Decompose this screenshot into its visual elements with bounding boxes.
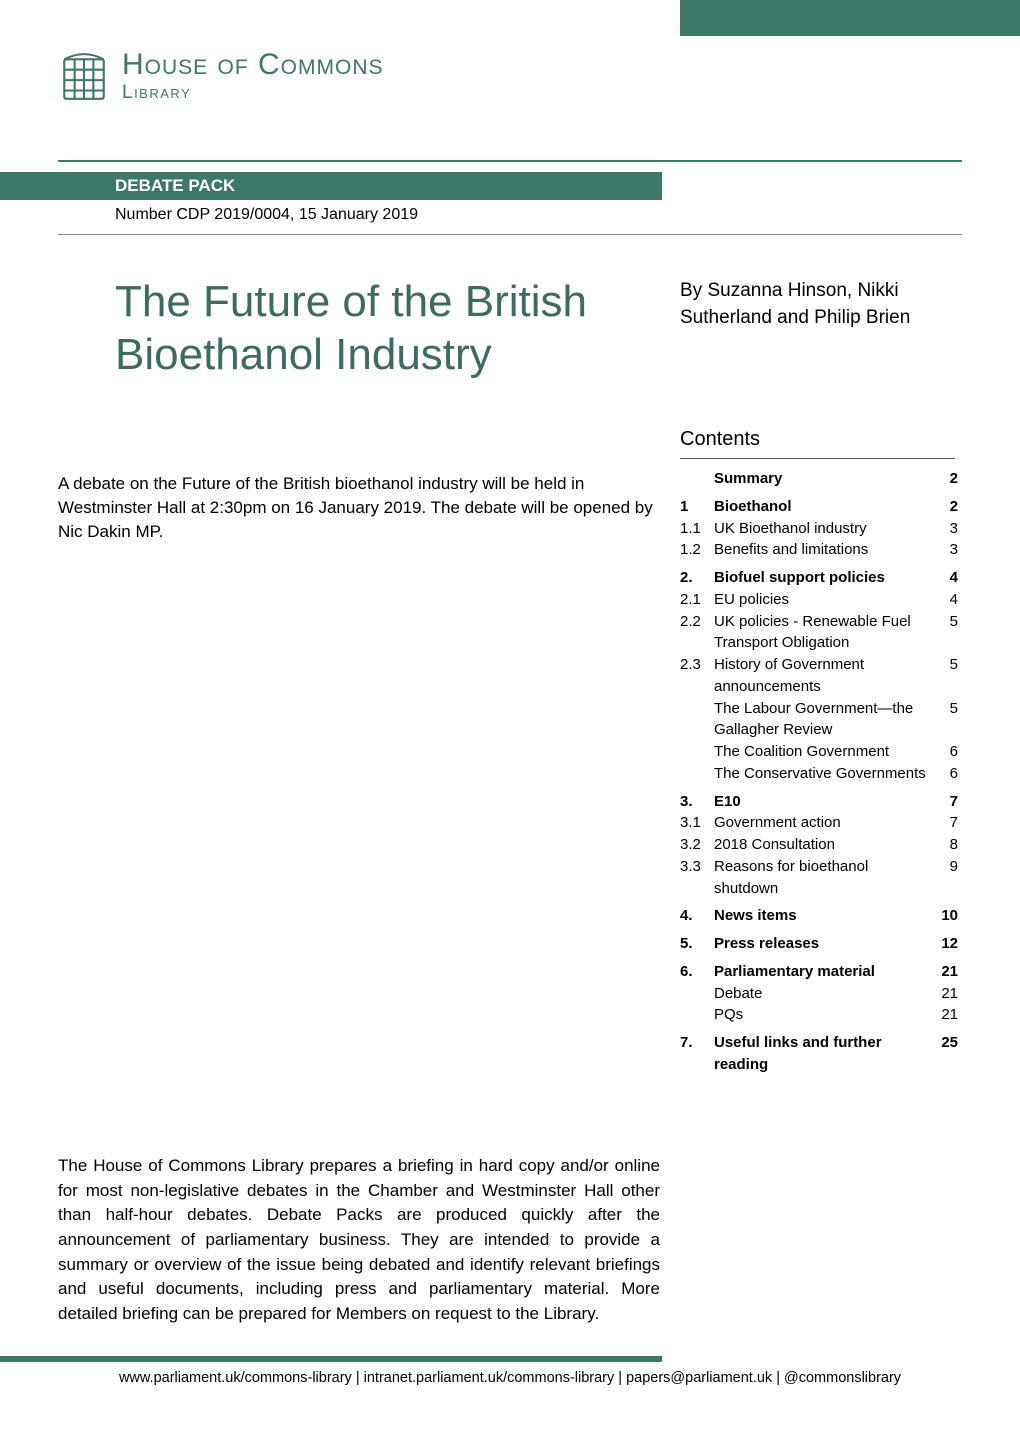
toc-page: 9 xyxy=(934,856,958,878)
toc-page: 4 xyxy=(934,589,958,611)
toc-page: 8 xyxy=(934,834,958,856)
logo-text: House of Commons Library xyxy=(122,50,384,105)
toc-row: 6.Parliamentary material21 xyxy=(680,961,958,983)
toc-page: 4 xyxy=(934,567,958,589)
toc-page: 5 xyxy=(934,611,958,633)
debate-pack-label: DEBATE PACK xyxy=(0,176,235,196)
contents-heading: Contents xyxy=(680,428,760,451)
toc-label: Debate xyxy=(714,983,934,1005)
toc-page: 21 xyxy=(934,983,958,1005)
bottom-green-bar xyxy=(0,1356,662,1362)
toc-row: 1.2Benefits and limitations3 xyxy=(680,539,958,561)
toc-label: The Conservative Governments xyxy=(714,763,934,785)
toc-row: 2.2UK policies - Renewable Fuel Transpor… xyxy=(680,611,958,655)
toc-row: Summary2 xyxy=(680,468,958,490)
portcullis-icon xyxy=(58,51,110,103)
toc-page: 6 xyxy=(934,763,958,785)
toc-row: 5.Press releases12 xyxy=(680,933,958,955)
toc-page: 12 xyxy=(934,933,958,955)
toc-page: 5 xyxy=(934,698,958,720)
toc-row: 2.1EU policies4 xyxy=(680,589,958,611)
toc-label: Government action xyxy=(714,812,934,834)
toc-row: 7.Useful links and further reading25 xyxy=(680,1032,958,1076)
top-right-bar xyxy=(680,0,1020,36)
toc-page: 7 xyxy=(934,791,958,813)
logo-sub: Library xyxy=(122,82,384,105)
toc-number: 5. xyxy=(680,933,714,955)
toc-label: Reasons for bioethanol shutdown xyxy=(714,856,934,900)
divider-top xyxy=(58,160,962,162)
document-number: Number CDP 2019/0004, 15 January 2019 xyxy=(115,206,418,224)
toc-row: 1.1UK Bioethanol industry3 xyxy=(680,518,958,540)
toc-page: 2 xyxy=(934,468,958,490)
toc-label: Bioethanol xyxy=(714,496,934,518)
toc-number: 1 xyxy=(680,496,714,518)
toc-row: PQs21 xyxy=(680,1004,958,1026)
toc-number: 1.2 xyxy=(680,539,714,561)
table-of-contents: Summary21Bioethanol21.1UK Bioethanol ind… xyxy=(680,468,958,1076)
intro-paragraph: A debate on the Future of the British bi… xyxy=(58,472,660,543)
toc-label: The Coalition Government xyxy=(714,741,934,763)
toc-page: 2 xyxy=(934,496,958,518)
toc-page: 3 xyxy=(934,539,958,561)
divider-mid xyxy=(58,234,962,235)
toc-row: 3.E107 xyxy=(680,791,958,813)
about-paragraph: The House of Commons Library prepares a … xyxy=(58,1154,660,1326)
toc-row: Debate21 xyxy=(680,983,958,1005)
toc-number: 4. xyxy=(680,905,714,927)
debate-pack-bar: DEBATE PACK xyxy=(0,172,662,200)
toc-label: EU policies xyxy=(714,589,934,611)
toc-number: 3.3 xyxy=(680,856,714,878)
toc-number: 2. xyxy=(680,567,714,589)
toc-number: 1.1 xyxy=(680,518,714,540)
toc-row: The Coalition Government6 xyxy=(680,741,958,763)
toc-label: PQs xyxy=(714,1004,934,1026)
toc-page: 3 xyxy=(934,518,958,540)
toc-row: 3.1Government action7 xyxy=(680,812,958,834)
toc-label: 2018 Consultation xyxy=(714,834,934,856)
toc-row: 3.22018 Consultation8 xyxy=(680,834,958,856)
toc-row: 1Bioethanol2 xyxy=(680,496,958,518)
toc-number: 3.2 xyxy=(680,834,714,856)
toc-page: 6 xyxy=(934,741,958,763)
toc-label: UK Bioethanol industry xyxy=(714,518,934,540)
toc-label: History of Government announcements xyxy=(714,654,934,698)
toc-page: 10 xyxy=(934,905,958,927)
toc-number: 2.1 xyxy=(680,589,714,611)
toc-page: 21 xyxy=(934,1004,958,1026)
toc-label: Summary xyxy=(714,468,934,490)
contents-divider xyxy=(680,458,955,459)
toc-page: 21 xyxy=(934,961,958,983)
toc-row: 2.3History of Government announcements5 xyxy=(680,654,958,698)
toc-page: 7 xyxy=(934,812,958,834)
toc-number: 2.2 xyxy=(680,611,714,633)
toc-number: 2.3 xyxy=(680,654,714,676)
toc-number: 3. xyxy=(680,791,714,813)
toc-label: E10 xyxy=(714,791,934,813)
toc-label: News items xyxy=(714,905,934,927)
toc-number: 3.1 xyxy=(680,812,714,834)
toc-label: Parliamentary material xyxy=(714,961,934,983)
toc-row: The Conservative Governments6 xyxy=(680,763,958,785)
page-title: The Future of the British Bioethanol Ind… xyxy=(115,276,655,382)
toc-page: 25 xyxy=(934,1032,958,1054)
toc-label: The Labour Government—the Gallagher Revi… xyxy=(714,698,934,742)
toc-label: Useful links and further reading xyxy=(714,1032,934,1076)
toc-label: Press releases xyxy=(714,933,934,955)
authors: By Suzanna Hinson, Nikki Sutherland and … xyxy=(680,278,960,331)
logo-main: House of Commons xyxy=(122,50,384,80)
toc-label: Benefits and limitations xyxy=(714,539,934,561)
toc-row: 2.Biofuel support policies4 xyxy=(680,567,958,589)
toc-number: 7. xyxy=(680,1032,714,1054)
toc-row: The Labour Government—the Gallagher Revi… xyxy=(680,698,958,742)
footer-links: www.parliament.uk/commons-library | intr… xyxy=(0,1370,1020,1386)
toc-number: 6. xyxy=(680,961,714,983)
toc-page: 5 xyxy=(934,654,958,676)
toc-row: 4.News items10 xyxy=(680,905,958,927)
toc-label: Biofuel support policies xyxy=(714,567,934,589)
toc-row: 3.3Reasons for bioethanol shutdown9 xyxy=(680,856,958,900)
toc-label: UK policies - Renewable Fuel Transport O… xyxy=(714,611,934,655)
logo-area: House of Commons Library xyxy=(58,50,384,105)
